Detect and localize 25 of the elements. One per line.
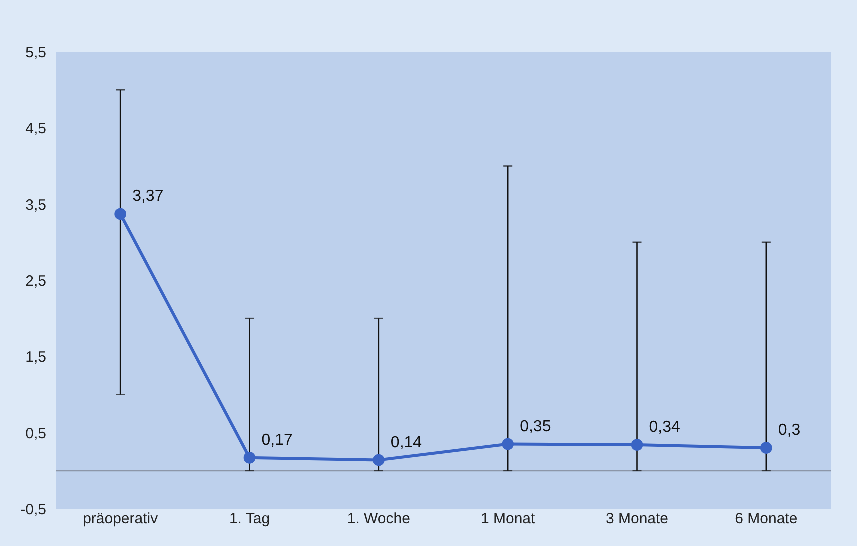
y-tick-label: 4,5 [26, 120, 46, 138]
x-tick-label: präoperativ [83, 510, 159, 528]
y-tick-label: -0,5 [20, 502, 46, 518]
x-tick-label: 3 Monate [606, 510, 669, 528]
y-tick-label: 0,5 [26, 425, 46, 442]
data-label: 0,3 [778, 422, 801, 440]
x-tick-label: 1 Monat [480, 510, 536, 528]
y-tick-label: 3,5 [26, 196, 46, 214]
point [502, 438, 514, 450]
data-label: 0,34 [649, 419, 680, 436]
x-tick-label: 1. Woche [347, 510, 410, 528]
data-label: 0,17 [262, 432, 293, 449]
point [244, 452, 256, 464]
data-label: 0,14 [390, 434, 422, 452]
data-label: 0,35 [520, 418, 552, 436]
x-tick-label: 6 Monate [735, 510, 798, 528]
y-tick-label: 1,5 [26, 349, 46, 366]
data-label: 3,37 [132, 188, 164, 206]
point [760, 442, 772, 454]
point [631, 439, 644, 451]
y-tick-label: 2,5 [26, 273, 46, 290]
point [114, 208, 126, 220]
x-tick-label: 1. Tag [229, 510, 270, 528]
y-tick-label: 5,5 [26, 44, 46, 62]
point [373, 454, 385, 466]
